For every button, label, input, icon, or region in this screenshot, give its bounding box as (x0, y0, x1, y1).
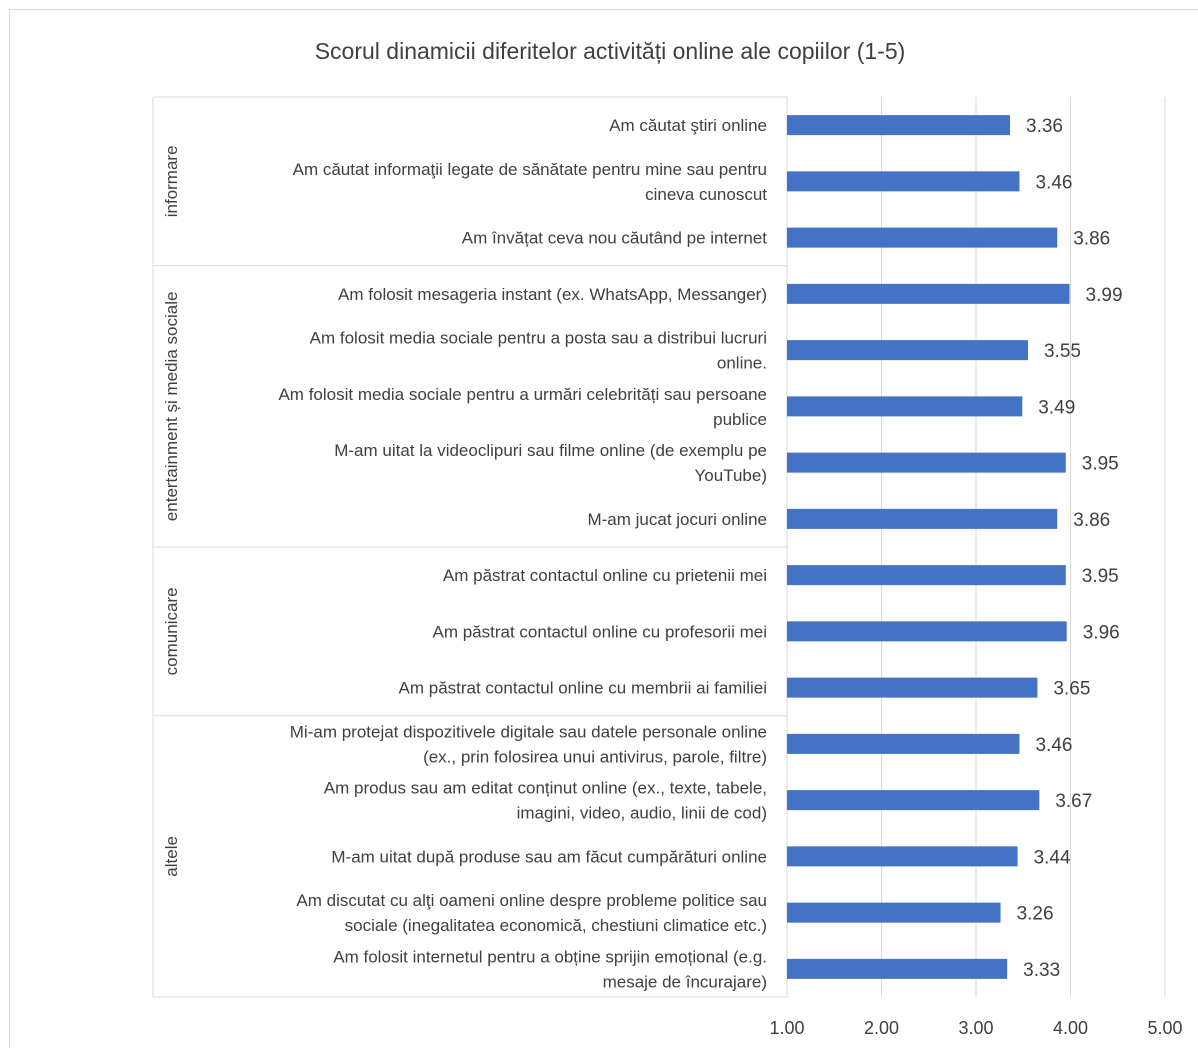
data-label: 3.46 (1035, 172, 1072, 193)
category-label: imagini, video, audio, linii de cod) (517, 804, 767, 823)
data-label: 3.67 (1055, 791, 1092, 812)
bar (787, 508, 1058, 529)
data-label: 3.86 (1073, 510, 1110, 531)
data-label: 3.95 (1082, 454, 1119, 475)
bar (787, 227, 1058, 248)
bar (787, 790, 1040, 811)
bar (787, 677, 1038, 698)
category-label: publice (713, 410, 767, 429)
bar (787, 396, 1023, 417)
data-label: 3.26 (1017, 904, 1054, 925)
category-label: Mi-am protejat dispozitivele digitale sa… (290, 722, 767, 741)
category-label: Am produs sau am editat conținut online … (324, 779, 767, 798)
category-label: sociale (inegalitatea economică, chestiu… (345, 916, 767, 935)
group-label: altele (162, 836, 181, 877)
chart-frame (9, 9, 1198, 1048)
group-label: informare (162, 145, 181, 217)
category-label: Am folosit internetul pentru a obține sp… (333, 947, 767, 966)
category-label: Am păstrat contactul online cu membrii a… (399, 679, 767, 698)
bar (787, 452, 1066, 473)
category-label: YouTube) (695, 466, 767, 485)
data-label: 3.33 (1023, 960, 1060, 981)
category-label: Am căutat informaţii legate de sănătate … (293, 160, 767, 179)
category-label: Am căutat ştiri online (609, 116, 767, 135)
bar (787, 283, 1070, 304)
data-label: 3.36 (1026, 116, 1063, 137)
data-label: 3.44 (1034, 847, 1071, 868)
data-label: 3.46 (1035, 735, 1072, 756)
category-label: M-am uitat după produse sau am făcut cum… (331, 847, 767, 866)
category-label: M-am jucat jocuri online (587, 510, 767, 529)
bar (787, 171, 1020, 192)
category-label: online. (717, 354, 767, 373)
group-label: comunicare (162, 587, 181, 675)
x-tick-label: 1.00 (769, 1018, 804, 1038)
category-label: mesaje de încurajare) (603, 972, 767, 991)
data-label: 3.99 (1086, 285, 1123, 306)
category-label: Am păstrat contactul online cu prietenii… (443, 566, 767, 585)
bar (787, 340, 1028, 361)
x-tick-label: 2.00 (864, 1018, 899, 1038)
category-label: Am învățat ceva nou căutând pe internet (462, 229, 768, 248)
category-label: Am folosit media sociale pentru a urmări… (278, 385, 767, 404)
bar (787, 958, 1008, 979)
bar (787, 115, 1011, 136)
bar (787, 846, 1018, 867)
bar (787, 902, 1001, 923)
bar (787, 621, 1067, 642)
x-tick-label: 5.00 (1147, 1018, 1182, 1038)
data-label: 3.49 (1038, 397, 1075, 418)
data-label: 3.55 (1044, 341, 1081, 362)
category-label: M-am uitat la videoclipuri sau filme onl… (334, 441, 767, 460)
data-label: 3.65 (1053, 679, 1090, 700)
category-label: cineva cunoscut (645, 185, 767, 204)
data-label: 3.95 (1082, 566, 1119, 587)
category-label: Am păstrat contactul online cu profesori… (433, 622, 768, 641)
category-label: Am discutat cu alţi oameni online despre… (296, 891, 767, 910)
category-label: (ex., prin folosirea unui antivirus, par… (423, 747, 767, 766)
group-label: entertainment și media sociale (162, 292, 181, 522)
bar (787, 733, 1020, 754)
data-label: 3.96 (1083, 622, 1120, 643)
bar (787, 565, 1066, 586)
chart-title: Scorul dinamicii diferitelor activități … (314, 38, 906, 64)
x-tick-label: 4.00 (1053, 1018, 1088, 1038)
data-label: 3.86 (1073, 229, 1110, 250)
category-label: Am folosit media sociale pentru a posta … (310, 329, 767, 348)
x-tick-label: 3.00 (958, 1018, 993, 1038)
category-label: Am folosit mesageria instant (ex. WhatsA… (338, 285, 767, 304)
